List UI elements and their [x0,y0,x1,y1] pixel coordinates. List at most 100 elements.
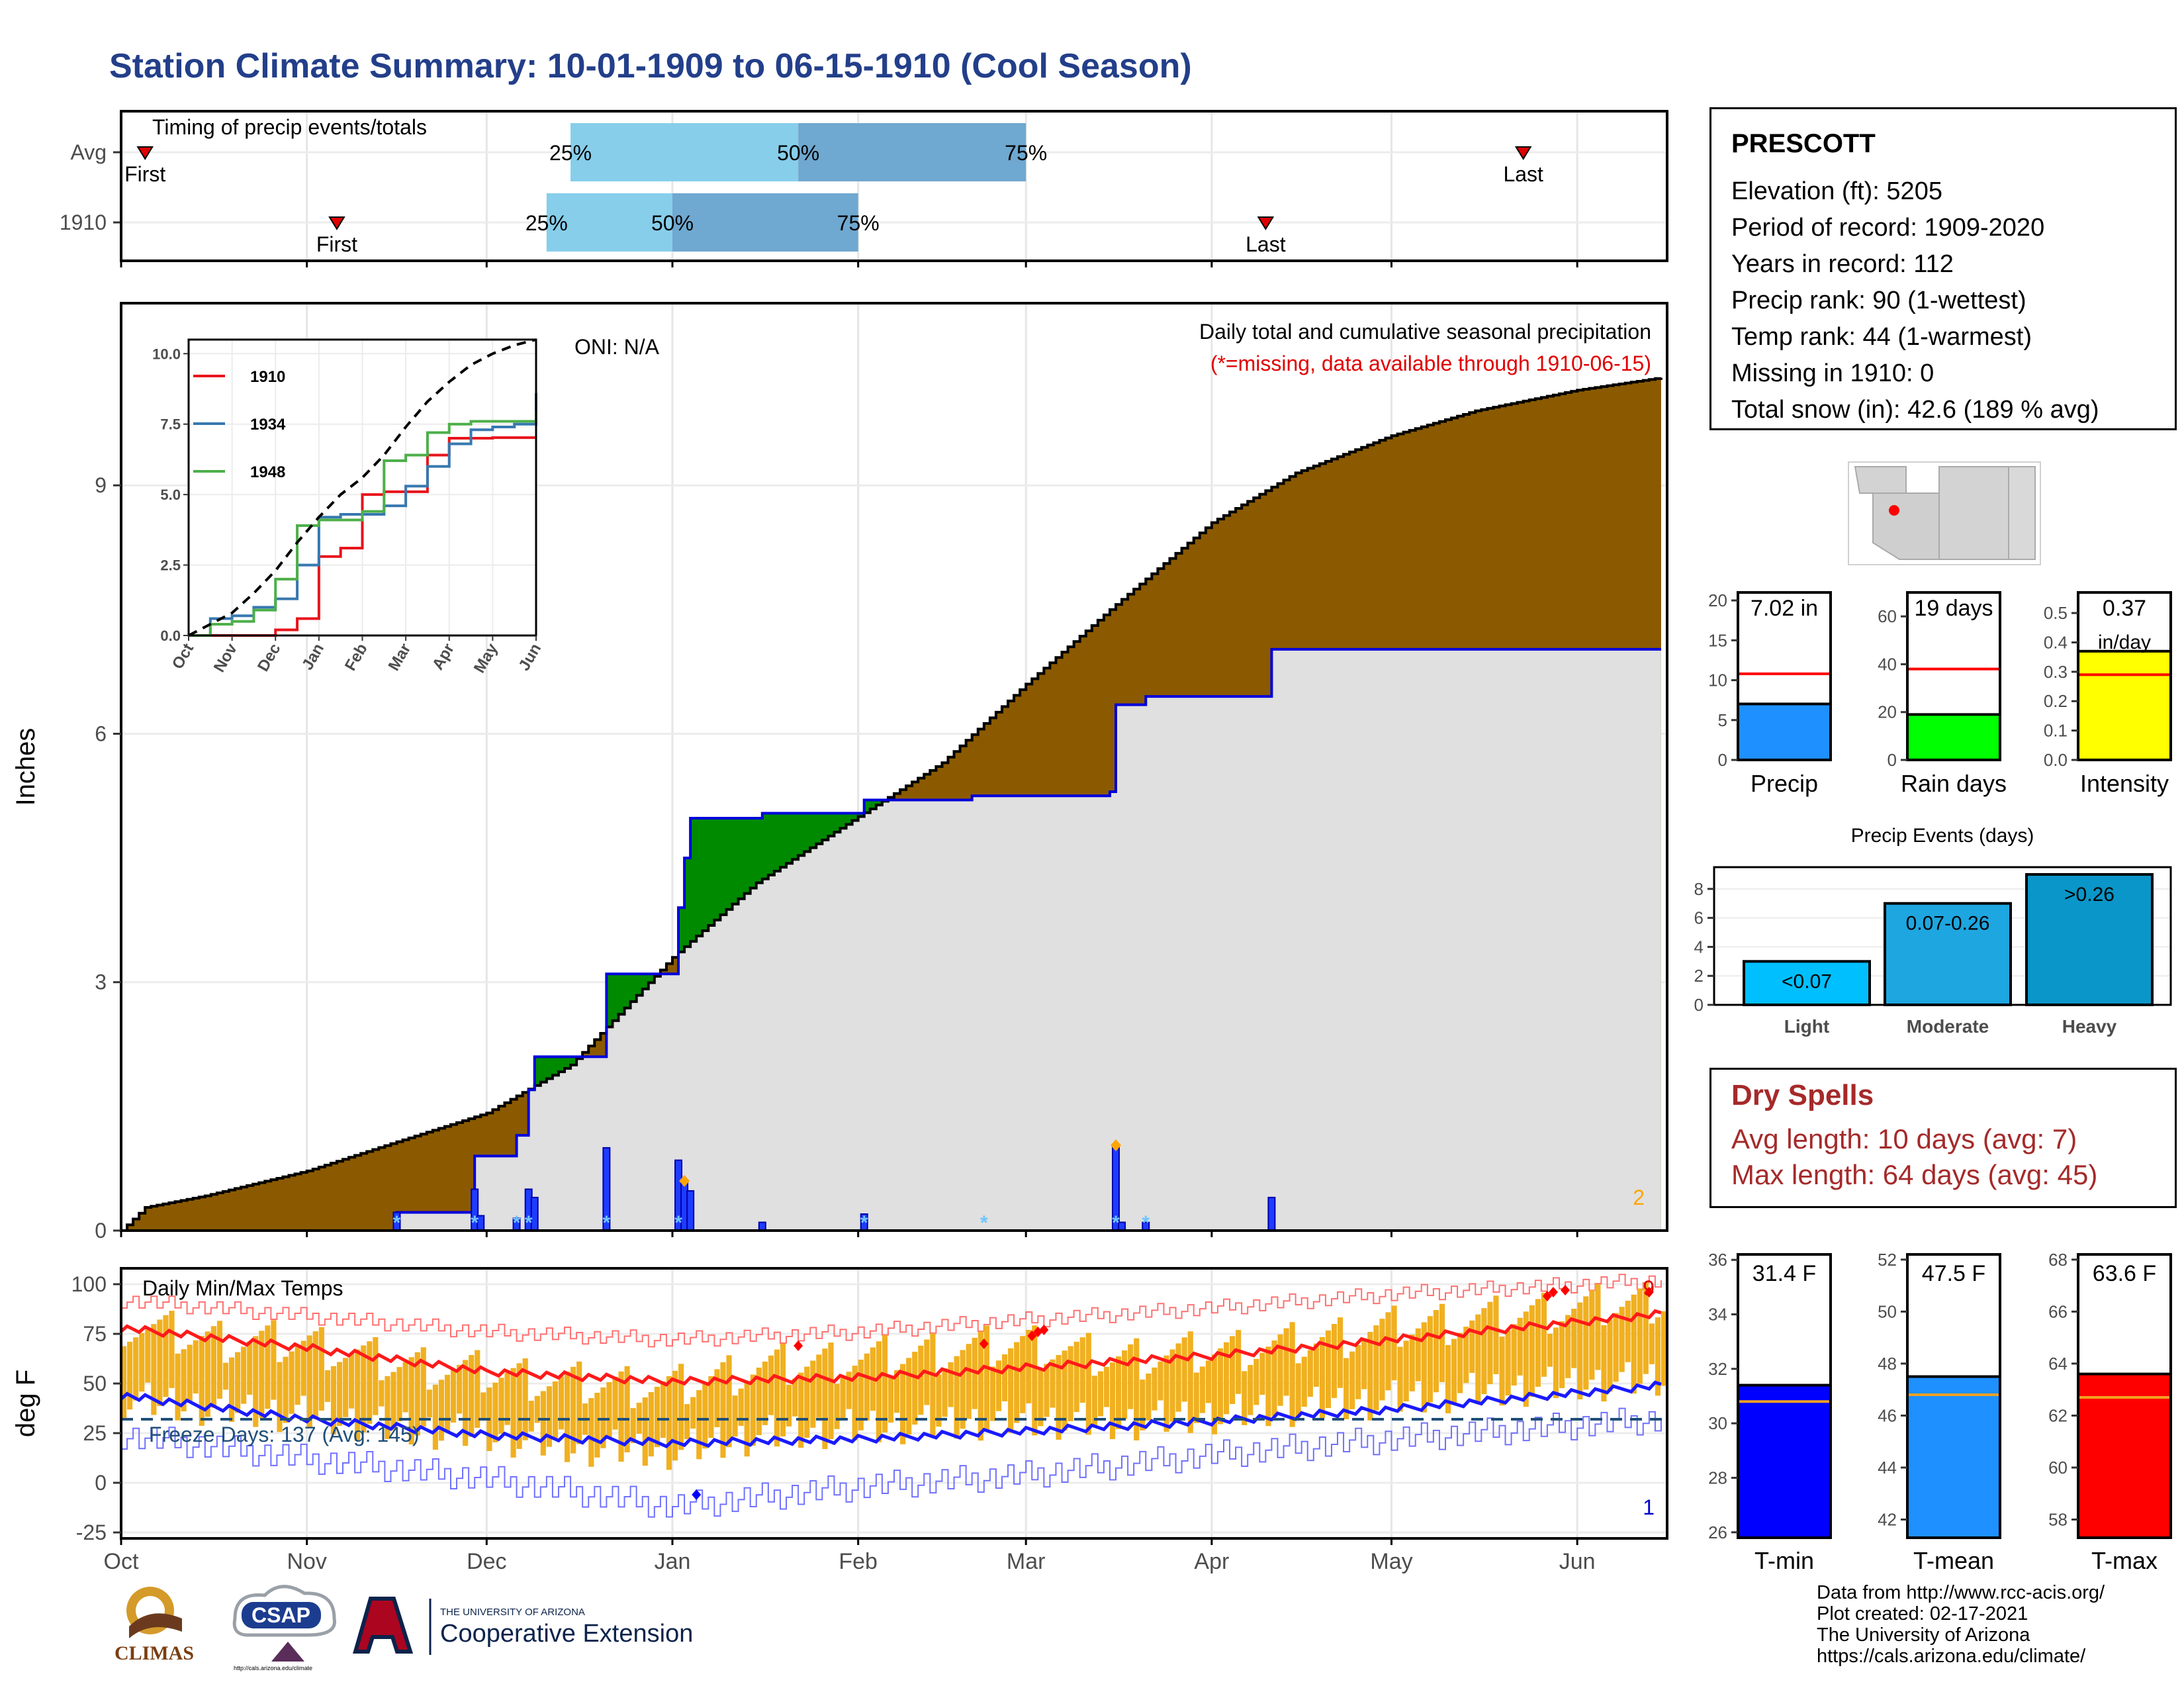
inset-series-line [189,410,537,637]
events-y-tick-label: 6 [1694,908,1704,928]
daily-temp-bar [163,1315,169,1397]
daily-temp-bar [157,1319,163,1406]
stat-y-tick-label: 36 [1708,1250,1727,1270]
precip-subtitle: (*=missing, data available through 1910-… [1210,352,1651,375]
stat-label: T-max [2091,1547,2158,1574]
daily-temp-bar [469,1354,475,1437]
daily-temp-bar [1445,1344,1451,1414]
daily-temp-bar [1493,1295,1499,1374]
daily-temp-bar [600,1387,606,1448]
daily-temp-bar [1625,1300,1631,1362]
stat-y-tick-label: 0.5 [2044,603,2068,623]
station-info-box: PRESCOTT Elevation (ft): 5205 Period of … [1709,107,2177,430]
daily-temp-bar [1535,1299,1541,1387]
stat-value-unit: in/day [2098,632,2151,653]
daily-temp-bar [1607,1319,1613,1392]
daily-temp-bar [1085,1333,1091,1435]
snow-marker: * [525,1212,533,1234]
daily-temp-bar [1146,1373,1152,1421]
daily-temp-bar [1577,1302,1583,1399]
daily-temp-bar [475,1350,480,1428]
daily-temp-bar [1487,1301,1493,1384]
stat-y-tick-label: 52 [1878,1250,1897,1270]
stat-label: Rain days [1901,770,2007,797]
last-marker [1514,146,1532,160]
record-low-count: 1 [1643,1495,1655,1519]
precip-panel: * * * * * * * * * *Daily total and cumulative sea… [11,302,1668,1243]
y-tick-label: 100 [71,1272,107,1296]
daily-temp-bar [1619,1307,1625,1372]
precip-stats-panels: 7.02 in 0 5 10 15 20 Precip 19 days 0 20 40 60 Rain … [1708,590,2172,797]
daily-temp-bar [1253,1358,1259,1405]
daily-temp-bar [720,1362,726,1458]
pct-label-50: 50% [651,211,694,235]
last-label: Last [1246,232,1286,256]
daily-temp-bar [822,1348,828,1450]
record-high-marker [979,1338,989,1349]
daily-temp-bar [181,1349,187,1412]
daily-temp-bar [367,1341,373,1424]
timing-bar-25-50 [546,193,672,252]
daily-temp-bar [756,1368,762,1435]
first-label: First [316,232,357,256]
events-bar-label: <0.07 [1782,970,1832,992]
daily-temp-bar [684,1404,690,1440]
station-info-line: Total snow (in): 42.6 (189 % avg) [1731,396,2099,424]
daily-precip-bar [686,1190,695,1232]
daily-temp-bar [1122,1350,1128,1419]
daily-temp-bar [792,1378,798,1417]
events-category-label: Moderate [1907,1016,1989,1037]
y-tick-label: 25 [83,1421,107,1445]
state-shape [1854,466,1907,494]
temps-title: Daily Min/Max Temps [142,1276,343,1300]
daily-temp-bar [1463,1327,1469,1383]
daily-temp-bar [1211,1354,1218,1434]
daily-temp-bar [606,1382,612,1439]
stat-y-tick-label: 0.3 [2044,662,2068,682]
daily-temp-bar [253,1336,259,1427]
daily-temp-bar [1056,1354,1062,1440]
daily-temp-bar [1499,1336,1505,1406]
daily-temp-bar [900,1364,906,1444]
inset-y-tick-label: 7.5 [160,416,181,433]
daily-temp-bar [463,1360,469,1446]
daily-temp-bar [396,1367,402,1422]
daily-temp-bar [312,1331,318,1420]
x-tick-label: Oct [104,1549,139,1574]
record-max-line [121,1274,1662,1348]
daily-temp-bar [222,1362,229,1390]
daily-temp-bar [1038,1368,1044,1427]
events-y-tick-label: 2 [1694,966,1704,986]
daily-temp-bar [978,1331,983,1441]
precip-frame [120,302,1668,1232]
daily-temp-bar [1301,1356,1307,1407]
stat-y-tick-label: 68 [2048,1250,2068,1270]
daily-temp-bar [1325,1330,1332,1409]
daily-temp-bar [492,1382,498,1442]
daily-temp-bar [432,1384,438,1450]
first-label: First [124,162,165,186]
daily-temp-bar [642,1397,648,1466]
stat-frame [1906,1253,2001,1539]
daily-temp-bar [816,1354,822,1418]
inset-legend-label: 1948 [250,463,285,481]
temps-frame [120,1267,1668,1540]
daily-temp-bar [277,1362,283,1432]
inset-legend-label: 1934 [250,416,286,434]
daily-temp-bar [1277,1334,1283,1406]
last-label: Last [1503,162,1543,186]
daily-temp-bar [1421,1322,1427,1413]
y-tick-label: 0 [95,1219,107,1243]
stat-y-tick-label: 44 [1878,1458,1897,1477]
record-high-marker [794,1340,803,1351]
stat-bar [1906,713,2001,762]
daily-temp-bar [768,1355,774,1415]
daily-temp-bar [1367,1332,1373,1421]
daily-temp-bar [1595,1284,1601,1370]
daily-temp-bar [361,1345,367,1432]
daily-temp-bar [139,1333,145,1392]
snow-marker: * [393,1212,401,1234]
oni-label: ONI: N/A [574,335,660,359]
x-tick-label: Mar [1007,1549,1046,1574]
